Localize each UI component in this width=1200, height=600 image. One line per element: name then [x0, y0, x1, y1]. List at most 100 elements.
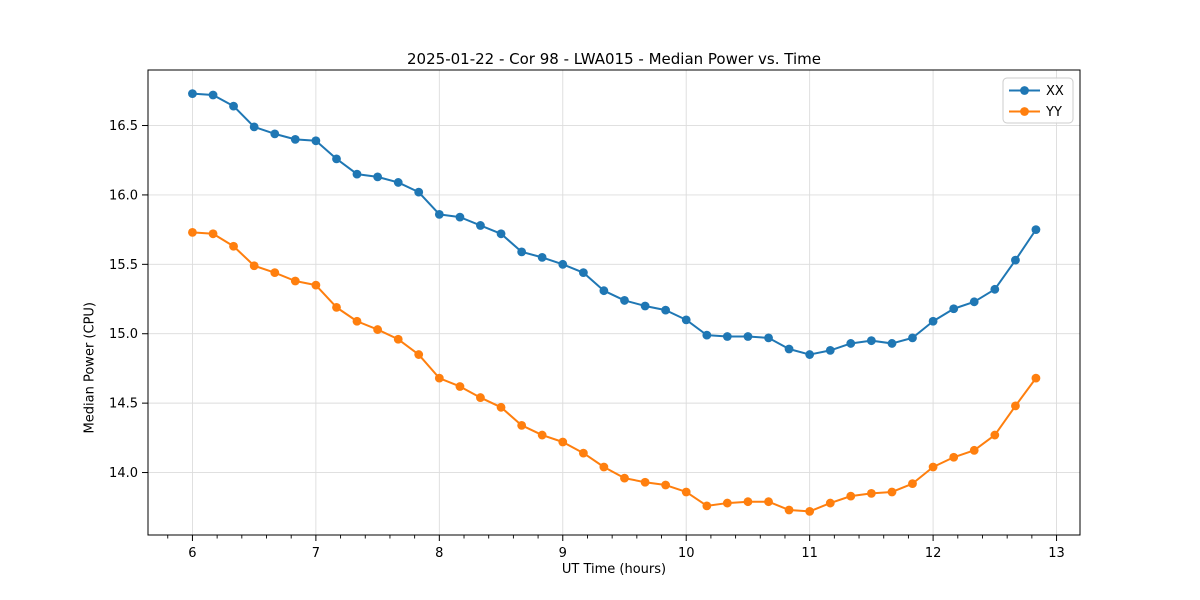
series-XX-marker [1011, 255, 1020, 265]
chart-title: 2025-01-22 - Cor 98 - LWA015 - Median Po… [407, 50, 821, 68]
series-YY-marker [681, 487, 691, 497]
series-XX-marker [764, 333, 773, 343]
series-XX-marker [969, 297, 979, 307]
y-tick-label: 14.5 [109, 397, 138, 412]
series-XX-marker [229, 101, 238, 111]
series-XX-marker [455, 212, 465, 222]
series-YY-marker [599, 462, 609, 472]
series-YY-marker [537, 430, 547, 440]
series-XX-marker [949, 304, 959, 314]
series-XX-marker [640, 301, 650, 311]
series-YY-marker [229, 241, 238, 251]
series-XX-marker [599, 286, 609, 296]
x-tick-label: 6 [188, 546, 196, 561]
series-XX-marker [805, 350, 815, 359]
x-tick-label: 8 [435, 546, 443, 561]
series-YY-marker [990, 430, 1000, 440]
series-XX-marker [1031, 225, 1041, 235]
series-YY-marker [969, 445, 979, 455]
series-YY-marker [949, 452, 959, 462]
series-XX-marker [476, 221, 485, 230]
series-XX-marker [722, 332, 732, 341]
x-tick-label: 12 [925, 546, 942, 561]
series-XX-marker [558, 259, 568, 269]
series-YY-marker [702, 501, 712, 511]
series-YY-marker [1011, 401, 1020, 411]
x-tick-label: 13 [1048, 546, 1065, 561]
series-YY-marker [558, 437, 568, 447]
series-YY-marker [620, 473, 629, 483]
series-YY-marker [928, 462, 938, 472]
series-YY-marker [784, 505, 794, 515]
series-XX-marker [249, 122, 259, 132]
series-XX-marker [270, 129, 280, 139]
series-YY-marker [290, 276, 300, 286]
series-XX-marker [393, 178, 403, 187]
series-YY-marker [311, 280, 321, 290]
series-YY-marker [414, 350, 424, 359]
series-YY-marker [661, 480, 670, 490]
series-XX-marker [887, 339, 897, 348]
y-axis-label-text: Median Power (CPU) [82, 302, 97, 434]
series-XX-marker [311, 136, 321, 146]
plot-border [147, 69, 1081, 536]
series-XX-marker [681, 315, 691, 325]
series-XX-marker [620, 296, 629, 305]
series-XX-marker [866, 336, 876, 346]
series-YY-marker [352, 316, 362, 326]
x-tick-label: 11 [801, 546, 818, 561]
x-tick-label: 9 [559, 546, 567, 561]
series-XX-marker [188, 89, 197, 98]
y-tick-label: 14.0 [109, 466, 138, 481]
series-XX-marker [208, 90, 218, 100]
y-tick-label: 15.5 [109, 258, 138, 273]
series-YY-marker [393, 334, 403, 344]
series-YY-marker [722, 498, 732, 508]
y-tick-label: 16.0 [109, 188, 138, 203]
series-XX-marker [537, 252, 547, 262]
y-tick-label: 16.5 [109, 119, 138, 134]
series-XX-marker [517, 247, 527, 257]
series-YY-marker [517, 420, 527, 430]
series-XX-marker [332, 154, 341, 164]
series-YY-marker [476, 393, 485, 402]
series-XX-marker [743, 332, 753, 341]
series-YY-marker [434, 373, 444, 383]
y-tick-label: 15.0 [109, 327, 138, 342]
series-XX-marker [414, 187, 424, 197]
x-axis-label: UT Time (hours) [561, 562, 667, 577]
series-XX-marker [661, 305, 670, 315]
series-XX-marker [784, 344, 794, 354]
series-YY-marker [208, 229, 218, 239]
series-YY-marker [373, 325, 383, 334]
x-tick-label: 7 [312, 546, 320, 561]
series-YY-line [191, 231, 1037, 513]
series-YY-marker [578, 448, 588, 458]
x-tick-label: 10 [678, 546, 695, 561]
series-XX-marker [825, 345, 835, 355]
series-YY-marker [496, 402, 506, 412]
series-YY-marker [805, 507, 815, 516]
series-YY-marker [332, 302, 341, 312]
series-YY-marker [825, 498, 835, 508]
series-XX-marker [434, 209, 444, 219]
legend-label-YY: YY [1045, 105, 1062, 120]
series-XX-line [191, 92, 1037, 356]
series-XX-marker [702, 330, 712, 340]
series-XX-marker [990, 284, 1000, 294]
series-XX-marker [928, 316, 938, 326]
series-XX-marker [578, 268, 588, 278]
series-YY-marker [887, 487, 897, 497]
series-YY-marker [640, 477, 650, 487]
legend-marker-sample [1020, 86, 1029, 95]
series-XX-marker [496, 229, 506, 239]
series-YY-marker [270, 268, 280, 278]
series-YY-marker [743, 497, 753, 507]
series-XX-marker [373, 172, 383, 182]
series-YY-marker [1031, 373, 1041, 383]
series-YY-marker [866, 488, 876, 498]
series-YY-marker [249, 261, 259, 271]
series-YY-marker [188, 228, 197, 237]
